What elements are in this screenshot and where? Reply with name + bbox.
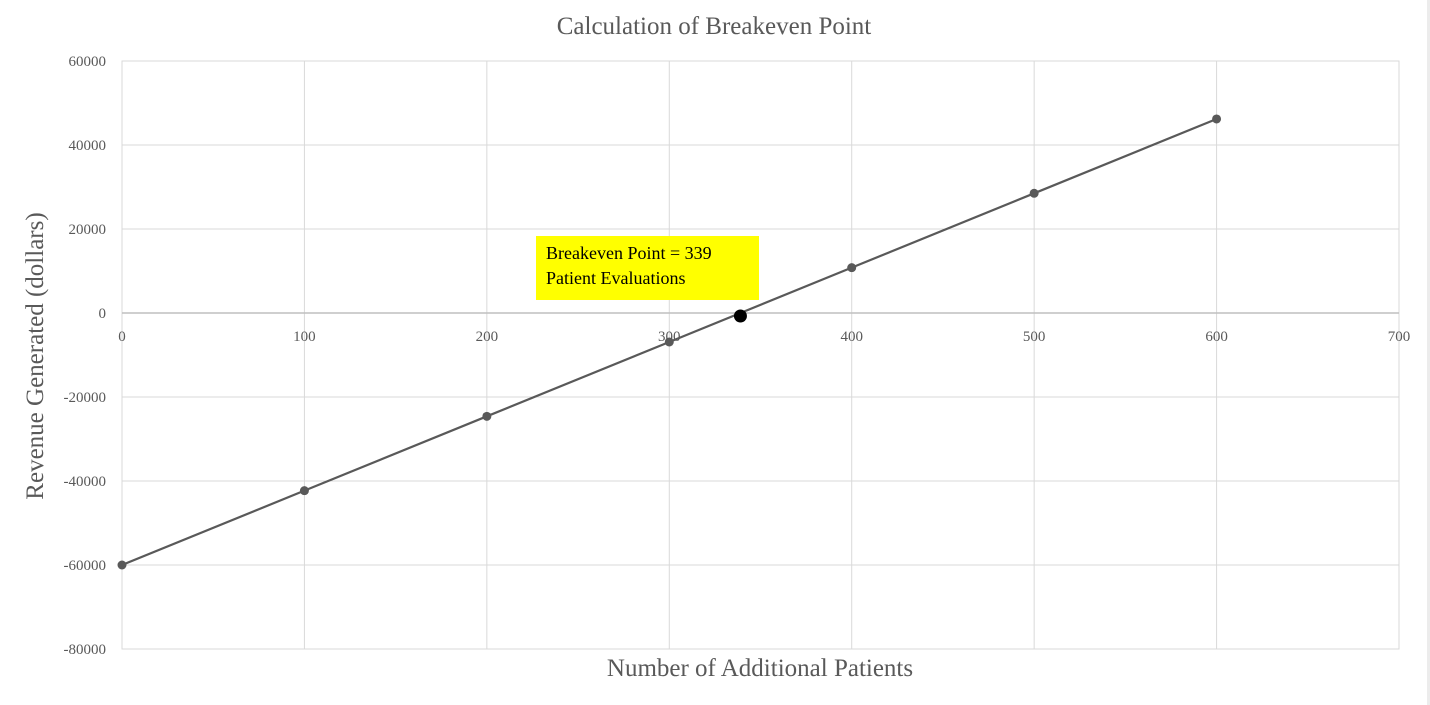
x-tick-label: 600: [1205, 329, 1228, 345]
breakeven-label-box: [536, 236, 759, 300]
x-axis-title: Number of Additional Patients: [607, 655, 913, 682]
x-tick-label: 100: [293, 329, 316, 345]
breakeven-label-line-2: Patient Evaluations: [546, 268, 685, 288]
data-point: [117, 560, 127, 570]
x-tick-label: 0: [118, 329, 126, 345]
x-tick-label: 200: [476, 329, 499, 345]
y-tick-label: -60000: [64, 558, 107, 574]
page-edge: [1427, 0, 1430, 705]
y-tick-label: 40000: [69, 138, 107, 154]
data-point: [1029, 188, 1039, 198]
y-tick-label: -80000: [64, 642, 107, 658]
y-axis-title: Revenue Generated (dollars): [22, 212, 49, 499]
x-axis-ticks: 0 100 200 300 400 500 600 700: [118, 329, 1410, 345]
x-tick-label: 500: [1023, 329, 1046, 345]
x-tick-label: 400: [840, 329, 863, 345]
y-tick-label: -20000: [64, 390, 107, 406]
grid: [121, 60, 1400, 650]
x-tick-label: 700: [1388, 329, 1411, 345]
breakeven-label-line-1: Breakeven Point = 339: [546, 243, 712, 263]
data-point: [482, 411, 492, 421]
y-tick-label: -40000: [64, 474, 107, 490]
y-tick-label: 20000: [69, 222, 107, 238]
series-revenue: [117, 114, 1222, 570]
data-point: [1212, 114, 1222, 124]
breakeven-annotation: Breakeven Point = 339 Patient Evaluation…: [536, 236, 759, 300]
data-point: [664, 337, 674, 347]
y-axis-ticks: 60000 40000 20000 0 -20000 -40000 -60000 -80000: [64, 54, 107, 658]
breakeven-point-marker: [733, 309, 747, 323]
data-point: [847, 263, 857, 273]
x-tick-label: 300: [658, 329, 681, 345]
chart-title: Calculation of Breakeven Point: [557, 13, 872, 40]
y-tick-label: 60000: [69, 54, 107, 70]
plot-area-border: [121, 60, 1400, 650]
y-tick-label: 0: [99, 306, 107, 322]
data-point: [299, 486, 309, 496]
